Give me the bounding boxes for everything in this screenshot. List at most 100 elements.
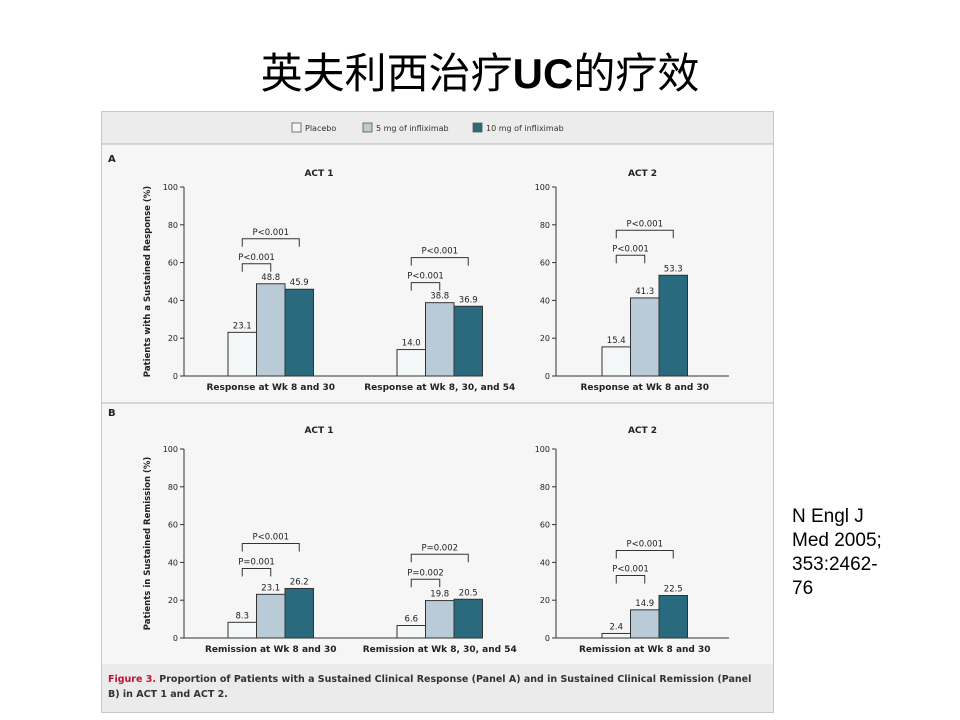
bar: [227, 621, 257, 639]
subplot-title: ACT 2: [628, 426, 657, 436]
y-tick-label: 0: [545, 634, 550, 643]
y-tick-label: 60: [168, 521, 178, 530]
bar: [425, 600, 455, 639]
y-tick-label: 100: [163, 183, 178, 192]
significance-bracket: [410, 282, 441, 291]
significance-bracket: [615, 574, 646, 584]
caption-strip: [102, 664, 773, 712]
y-tick-label: 80: [168, 483, 178, 492]
title-chinese-part1: 英夫利西治疗: [260, 49, 513, 98]
y-tick-label: 100: [163, 445, 178, 454]
subplot-title: ACT 1: [304, 169, 333, 179]
p-value-label: P<0.001: [626, 219, 663, 229]
x-category-label: Remission at Wk 8 and 30: [205, 645, 337, 655]
bar-value-label: 23.1: [261, 583, 280, 593]
p-value-label: P<0.001: [238, 253, 275, 263]
significance-bracket: [241, 567, 272, 577]
bar: [425, 302, 455, 377]
bar: [601, 632, 631, 639]
bar: [658, 274, 688, 377]
significance-bracket: [410, 257, 469, 266]
x-category-label: Response at Wk 8 and 30: [206, 383, 335, 393]
y-tick-label: 60: [540, 521, 550, 530]
citation-line: 353:2462-: [792, 554, 878, 575]
citation-line: N Engl J: [792, 506, 864, 527]
y-tick-label: 0: [173, 372, 178, 381]
significance-bracket: [615, 254, 646, 264]
p-value-label: P<0.001: [252, 228, 289, 238]
bar: [256, 593, 286, 639]
figure-caption-line: B) in ACT 1 and ACT 2.: [108, 689, 228, 700]
y-tick-label: 60: [540, 259, 550, 268]
y-tick-label: 80: [540, 483, 550, 492]
figure-caption-line: Figure 3. Proportion of Patients with a …: [108, 674, 751, 685]
bar-value-label: 38.8: [430, 292, 449, 302]
y-tick-label: 0: [173, 634, 178, 643]
significance-bracket: [241, 263, 272, 272]
figure-caption-label: Figure 3.: [108, 674, 156, 685]
y-axis-label: Patients in Sustained Remission (%): [143, 457, 153, 631]
legend-swatch: [362, 122, 373, 133]
y-tick-label: 60: [168, 259, 178, 268]
significance-bracket: [241, 238, 300, 247]
significance-bracket: [410, 578, 441, 588]
p-value-label: P=0.002: [407, 568, 444, 578]
title-latin-part: UC: [512, 50, 574, 97]
p-value-label: P<0.001: [407, 272, 444, 282]
significance-bracket: [410, 553, 469, 563]
x-category-label: Remission at Wk 8, 30, and 54: [363, 645, 517, 655]
bar: [284, 587, 314, 639]
bar-value-label: 48.8: [261, 273, 280, 283]
bar-value-label: 14.0: [402, 339, 421, 349]
bar: [601, 346, 631, 377]
citation-line: Med 2005;: [792, 530, 882, 551]
bar-value-label: 41.3: [635, 287, 654, 297]
y-tick-label: 20: [168, 596, 178, 605]
bar-value-label: 22.5: [664, 584, 683, 594]
significance-bracket: [241, 542, 300, 552]
p-value-label: P<0.001: [612, 244, 649, 254]
legend-label: 10 mg of infliximab: [486, 124, 564, 133]
y-tick-label: 80: [168, 221, 178, 230]
bar-value-label: 15.4: [607, 336, 626, 346]
bar: [453, 598, 483, 639]
y-tick-label: 20: [540, 334, 550, 343]
bar: [227, 331, 257, 377]
y-tick-label: 20: [540, 596, 550, 605]
y-tick-label: 0: [545, 372, 550, 381]
bar-value-label: 53.3: [664, 264, 683, 274]
p-value-label: P<0.001: [252, 532, 289, 542]
significance-bracket: [615, 549, 674, 559]
figure-panel: Placebo 5 mg of infliximab 10 mg of inflix…: [101, 111, 774, 713]
panel-letter: A: [108, 154, 116, 165]
y-tick-label: 100: [535, 183, 550, 192]
legend-swatch: [291, 122, 302, 133]
bar: [630, 609, 660, 639]
title-chinese-part2: 的疗效: [573, 49, 700, 98]
y-tick-label: 80: [540, 221, 550, 230]
bar: [284, 288, 314, 377]
figure-chart: Placebo 5 mg of infliximab 10 mg of inflix…: [102, 112, 773, 712]
y-tick-label: 100: [535, 445, 550, 454]
bar-value-label: 8.3: [235, 611, 249, 621]
significance-bracket: [615, 229, 674, 239]
p-value-label: P<0.001: [612, 564, 649, 574]
legend-label: Placebo: [305, 124, 336, 133]
citation: N Engl J Med 2005; 353:2462- 76: [792, 505, 932, 601]
y-tick-label: 40: [540, 296, 550, 305]
bar-value-label: 26.2: [290, 577, 309, 587]
p-value-label: P=0.002: [421, 543, 458, 553]
y-tick-label: 40: [168, 558, 178, 567]
subplot-title: ACT 2: [628, 169, 657, 179]
bar-value-label: 2.4: [609, 622, 623, 632]
p-value-label: P=0.001: [238, 557, 275, 567]
bar-value-label: 20.5: [459, 588, 478, 598]
slide-title: 英夫利西治疗UC的疗效: [0, 40, 960, 101]
p-value-label: P<0.001: [421, 247, 458, 257]
panel-letter: B: [108, 408, 116, 419]
bar: [630, 297, 660, 377]
bar: [658, 594, 688, 639]
y-tick-label: 40: [168, 296, 178, 305]
subplot-title: ACT 1: [304, 426, 333, 436]
bar-value-label: 23.1: [233, 321, 252, 331]
